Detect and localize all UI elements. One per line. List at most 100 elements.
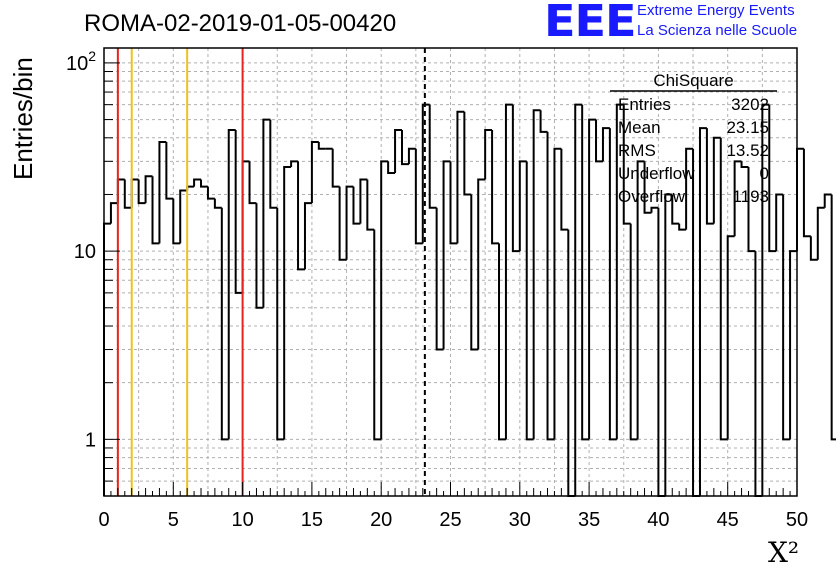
histogram-bin: [532, 109, 541, 440]
histogram-bin: [816, 206, 825, 260]
histogram-bin: [331, 148, 340, 188]
histogram-bin: [345, 185, 354, 260]
histogram-bin: [449, 161, 458, 245]
histogram-bin: [830, 194, 836, 441]
histogram-bin: [359, 178, 368, 224]
histogram-bin: [581, 104, 590, 441]
histogram-bin: [685, 147, 694, 230]
reference-lines: [116, 48, 426, 496]
histogram-bin: [588, 118, 597, 440]
histogram-bin: [823, 193, 832, 208]
histogram-bin: [220, 207, 229, 441]
histogram-bin: [421, 103, 430, 244]
x-tick-label: 35: [578, 509, 600, 531]
histogram-bin: [165, 141, 174, 200]
histogram-bin: [671, 194, 680, 225]
histogram-bin: [796, 147, 804, 252]
histogram-bin: [206, 186, 215, 200]
histogram-bin: [352, 186, 361, 225]
histogram-bin: [276, 207, 285, 441]
histogram-bin: [692, 148, 700, 497]
histogram-bin: [560, 148, 569, 231]
stats-box: ChiSquare Entries 3202 Mean 23.15 RMS 13.52 Und…: [610, 71, 777, 206]
histogram-bin: [456, 110, 465, 244]
histogram-bin: [179, 189, 188, 244]
histogram-bin: [200, 179, 208, 188]
histogram-bin: [435, 207, 444, 351]
histogram-bin: [103, 222, 111, 496]
histogram-bin: [255, 203, 264, 309]
logo-line-2: La Scienza nelle Scuole: [637, 22, 798, 39]
histogram-bin: [809, 236, 818, 261]
histogram-bin: [712, 136, 721, 224]
histogram-bin: [380, 160, 389, 440]
histogram-bin: [234, 130, 243, 294]
histogram-bin: [387, 161, 396, 175]
histogram-bin: [400, 130, 409, 166]
stats-label: Underflow: [618, 164, 695, 183]
histogram-bin: [595, 119, 603, 163]
y-tick-label: 102: [66, 48, 96, 75]
logo-line-1: Extreme Energy Events: [637, 2, 795, 19]
logo-mark: EEE: [544, 0, 637, 47]
histogram-bin: [789, 250, 797, 440]
histogram-bin: [123, 179, 132, 209]
stats-value: 13.52: [726, 141, 769, 160]
histogram-bin: [290, 160, 299, 167]
histogram-bin: [539, 110, 548, 133]
histogram-bin: [719, 137, 728, 441]
histogram-bin: [317, 141, 326, 150]
x-axis-label: X²: [768, 536, 800, 569]
histogram-bin: [130, 178, 139, 208]
eee-logo: EEE Extreme Energy Events La Scienza nel…: [544, 0, 834, 47]
histogram-bin: [407, 147, 416, 165]
histogram-bin: [740, 161, 749, 168]
histogram-bin: [186, 185, 195, 191]
histogram-bin: [491, 130, 500, 245]
histogram-bin: [269, 119, 278, 209]
x-tick-label: 40: [647, 509, 669, 531]
histogram-bin: [622, 104, 631, 225]
histogram-bin: [310, 140, 319, 204]
histogram-bin: [553, 147, 562, 440]
histogram-bin: [498, 243, 506, 441]
x-tick-label: 20: [370, 509, 392, 531]
histogram-bins: [103, 103, 836, 497]
histogram-bin: [144, 175, 153, 204]
histogram-bin: [733, 160, 742, 237]
y-tick-label: 1: [85, 429, 96, 451]
histogram-bin: [241, 160, 250, 293]
histogram-bin: [484, 129, 493, 180]
histogram-bin: [518, 160, 527, 252]
histogram-bin: [172, 198, 181, 245]
histogram-bin: [643, 161, 652, 214]
histogram-bin: [747, 166, 756, 253]
stats-value: 0: [760, 164, 769, 183]
chart-title: ROMA-02-2019-01-05-00420: [84, 10, 397, 37]
axis-ticks: 0 5 10 15 20 25 30 35 40 45 50 1 10 102: [66, 48, 808, 531]
stats-value: 3202: [731, 95, 769, 114]
stats-value: 23.15: [726, 118, 769, 137]
x-tick-label: 15: [301, 509, 323, 531]
histogram-bin: [366, 179, 375, 231]
histogram-bin: [158, 140, 167, 244]
x-tick-label: 25: [439, 509, 461, 531]
histogram-bin: [546, 131, 555, 441]
histogram-bin: [698, 127, 707, 496]
histogram-bin: [775, 193, 784, 252]
stats-label: Entries: [618, 95, 671, 114]
histogram-bin: [283, 165, 292, 440]
histogram-bin: [428, 104, 437, 209]
histogram-bin: [213, 198, 222, 209]
histogram-bin: [262, 118, 271, 308]
y-tick-label: 10: [74, 241, 96, 263]
histogram-bin: [248, 161, 257, 205]
histogram-bin: [650, 206, 659, 213]
x-tick-label: 50: [786, 509, 808, 531]
histogram-bin: [193, 178, 202, 187]
histogram-bin: [463, 111, 472, 196]
histogram-bin: [470, 194, 479, 351]
histogram-bin: [394, 129, 402, 174]
stats-label: Mean: [618, 118, 661, 137]
